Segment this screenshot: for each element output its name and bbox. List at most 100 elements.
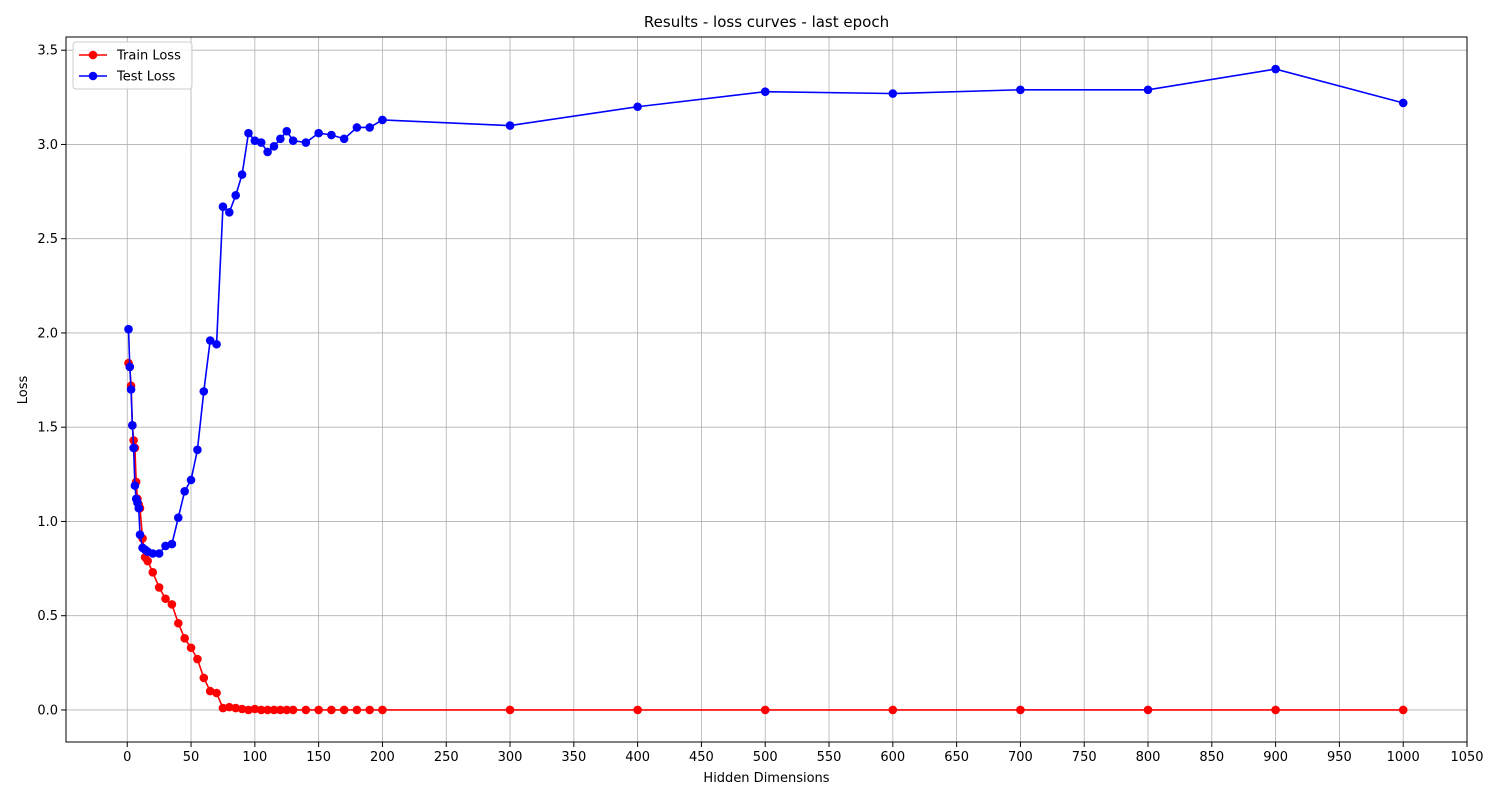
data-point bbox=[135, 530, 145, 539]
data-point bbox=[339, 705, 349, 715]
series-layer bbox=[124, 64, 1408, 715]
data-point bbox=[237, 704, 247, 714]
data-point bbox=[148, 549, 158, 558]
data-point bbox=[199, 673, 209, 683]
data-point bbox=[314, 705, 323, 715]
y-axis-label: Loss bbox=[16, 376, 31, 405]
data-point bbox=[244, 128, 253, 138]
data-point bbox=[186, 643, 196, 653]
data-point bbox=[186, 475, 196, 485]
x-axis: 0 50 100 150 200 250 300 350 400 450 500 550 600 650 7… bbox=[123, 742, 1484, 765]
data-point bbox=[173, 618, 183, 628]
data-point bbox=[143, 556, 152, 566]
data-point bbox=[167, 539, 177, 549]
x-tick-label: 800 bbox=[1136, 750, 1161, 765]
data-point bbox=[154, 549, 164, 558]
x-tick-label: 500 bbox=[753, 750, 778, 765]
y-tick-label: 0.0 bbox=[37, 703, 58, 718]
data-point bbox=[633, 705, 642, 715]
data-point bbox=[244, 705, 253, 715]
data-point bbox=[327, 705, 336, 715]
data-point bbox=[633, 102, 642, 112]
data-point bbox=[180, 486, 189, 496]
legend-item: Train Loss bbox=[79, 49, 181, 64]
data-point bbox=[180, 634, 189, 643]
data-point bbox=[288, 136, 298, 145]
data-point bbox=[282, 126, 292, 136]
data-point bbox=[1398, 705, 1408, 715]
x-tick-label: 750 bbox=[1072, 750, 1097, 765]
y-axis: 0.0 0.5 1.0 1.5 2.0 2.5 3.0 3.5 bbox=[37, 44, 66, 718]
data-point bbox=[760, 705, 770, 715]
data-point bbox=[237, 170, 247, 179]
y-tick-label: 0.5 bbox=[37, 609, 58, 624]
data-point bbox=[256, 138, 266, 147]
data-point bbox=[263, 705, 272, 715]
series-test-loss bbox=[124, 64, 1408, 558]
x-tick-label: 950 bbox=[1327, 750, 1352, 765]
x-tick-label: 600 bbox=[880, 750, 905, 765]
legend-marker bbox=[88, 71, 98, 81]
data-point bbox=[288, 705, 298, 715]
data-point bbox=[199, 387, 209, 396]
data-point bbox=[269, 142, 279, 151]
data-point bbox=[154, 583, 164, 592]
data-point bbox=[173, 513, 183, 522]
data-point bbox=[1271, 705, 1280, 715]
data-point bbox=[269, 705, 279, 715]
y-tick-label: 3.0 bbox=[37, 138, 58, 153]
data-point bbox=[888, 89, 898, 98]
data-point bbox=[1398, 98, 1408, 108]
data-point bbox=[212, 688, 221, 698]
x-axis-label: Hidden Dimensions bbox=[703, 771, 829, 786]
data-point bbox=[231, 703, 241, 713]
y-tick-label: 3.5 bbox=[37, 44, 58, 59]
data-point bbox=[276, 134, 285, 144]
x-tick-label: 50 bbox=[183, 750, 200, 765]
data-point bbox=[128, 421, 137, 430]
data-point bbox=[1016, 85, 1025, 95]
legend-item: Test Loss bbox=[79, 70, 175, 85]
data-point bbox=[263, 147, 272, 157]
data-point bbox=[193, 445, 202, 455]
legend-box bbox=[72, 41, 193, 90]
data-point bbox=[888, 705, 898, 715]
x-tick-label: 250 bbox=[434, 750, 459, 765]
data-point bbox=[276, 705, 285, 715]
data-point bbox=[212, 339, 221, 349]
data-point bbox=[365, 123, 374, 132]
data-point bbox=[378, 115, 387, 125]
data-point bbox=[256, 705, 266, 715]
data-point bbox=[124, 324, 133, 334]
data-point bbox=[218, 703, 228, 713]
data-point bbox=[225, 702, 234, 712]
x-tick-label: 350 bbox=[561, 750, 586, 765]
legend-label: Train Loss bbox=[116, 49, 181, 64]
data-point bbox=[1271, 64, 1280, 74]
plot-frame bbox=[65, 36, 1468, 743]
y-tick-label: 1.5 bbox=[37, 421, 58, 436]
data-point bbox=[167, 600, 177, 609]
data-point bbox=[218, 202, 228, 211]
x-tick-label: 900 bbox=[1263, 750, 1288, 765]
x-tick-label: 700 bbox=[1008, 750, 1033, 765]
x-tick-label: 300 bbox=[498, 750, 523, 765]
data-point bbox=[125, 362, 135, 372]
y-tick-label: 2.0 bbox=[37, 326, 58, 341]
x-tick-label: 850 bbox=[1199, 750, 1224, 765]
data-point bbox=[193, 654, 202, 664]
data-point bbox=[760, 87, 770, 96]
data-point bbox=[1143, 85, 1153, 95]
data-point bbox=[301, 138, 311, 147]
data-point bbox=[130, 481, 140, 490]
data-point bbox=[282, 705, 292, 715]
data-point bbox=[126, 385, 136, 394]
data-point bbox=[1016, 705, 1025, 715]
data-point bbox=[327, 130, 336, 140]
x-tick-label: 650 bbox=[944, 750, 969, 765]
legend-marker bbox=[88, 50, 98, 60]
legend: Train Loss Test Loss bbox=[72, 41, 193, 90]
data-point bbox=[134, 503, 144, 513]
